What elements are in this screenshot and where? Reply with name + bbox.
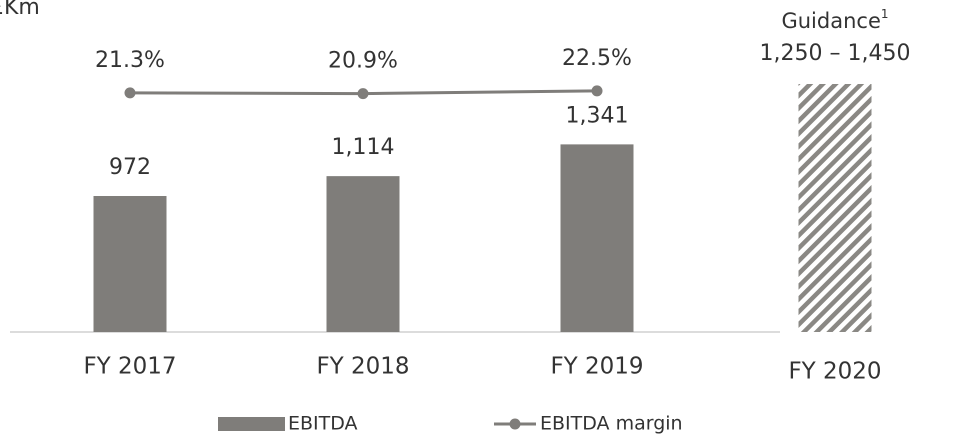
bar — [93, 196, 167, 332]
guidance-text: Guidance — [781, 9, 880, 33]
data-label: 972 — [109, 155, 151, 180]
x-tick-label: FY 2018 — [316, 354, 409, 380]
legend-label: EBITDA margin — [540, 413, 683, 435]
guidance-bar — [798, 84, 872, 332]
legend-marker — [509, 418, 521, 430]
guidance-range: 1,250 – 1,450 — [760, 41, 911, 66]
x-tick-label: FY 2017 — [83, 354, 176, 380]
legend-swatch — [218, 417, 285, 431]
bar — [560, 144, 634, 332]
guidance-label: Guidance1 — [781, 7, 888, 34]
line-point — [124, 87, 136, 99]
data-label: 22.5% — [562, 46, 632, 71]
bar — [326, 176, 400, 332]
x-tick-label: FY 2020 — [788, 359, 881, 385]
data-label: 20.9% — [328, 49, 398, 74]
data-label: 1,341 — [566, 103, 629, 128]
x-tick-label: FY 2019 — [550, 354, 643, 380]
guidance-superscript: 1 — [881, 7, 889, 21]
data-label: 21.3% — [95, 48, 165, 73]
line-point — [591, 85, 603, 97]
legend-label: EBITDA — [288, 413, 358, 435]
line-point — [357, 88, 369, 100]
data-label: 1,114 — [332, 135, 395, 160]
unit-label: £Km — [0, 0, 40, 20]
